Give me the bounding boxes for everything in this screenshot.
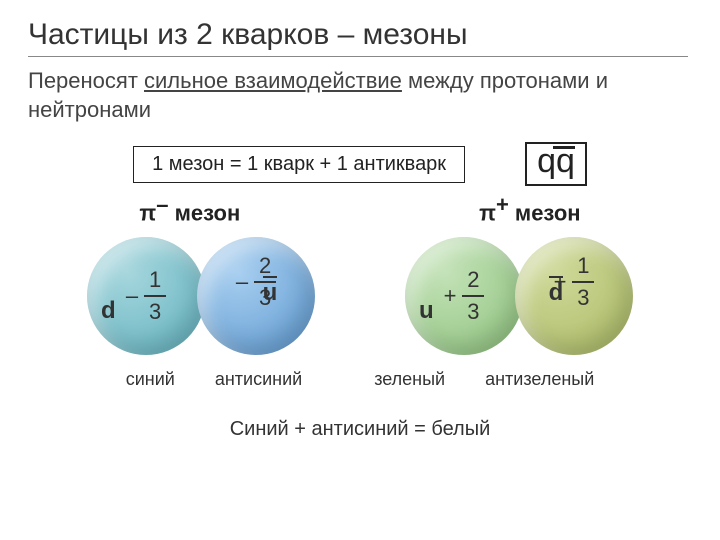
- pi-minus-pair: – 1 3 d – 2 3: [87, 237, 315, 355]
- subtitle-pre: Переносят: [28, 68, 144, 93]
- charge-den: 3: [467, 299, 479, 323]
- pi-plus-label: π+ мезон: [479, 192, 580, 226]
- meson-formula-box: 1 мезон = 1 кварк + 1 антикварк: [133, 146, 465, 183]
- charge-num: 1: [577, 255, 589, 279]
- pi-word: мезон: [509, 201, 581, 226]
- fraction-line-icon: [144, 295, 166, 297]
- color-labels-row: синий антисиний зеленый антизеленый: [0, 369, 720, 390]
- charge-num: 1: [149, 269, 161, 293]
- quark-d-circle: – 1 3 d: [87, 237, 205, 355]
- charge-sign: +: [444, 285, 457, 307]
- quark-circles-row: – 1 3 d – 2 3: [0, 237, 720, 355]
- charge-den: 3: [149, 299, 161, 323]
- pi-symbol: π: [479, 201, 496, 226]
- charge-sign: –: [236, 271, 248, 293]
- fraction-line-icon: [572, 281, 594, 283]
- pi-plus-pair: + 2 3 u + 1 3: [405, 237, 633, 355]
- pi-symbol: π: [139, 201, 156, 226]
- page-title: Частицы из 2 кварков – мезоны: [0, 0, 720, 56]
- color-antigreen: антизеленый: [485, 369, 594, 390]
- subtitle-underline: сильное взаимодействие: [144, 68, 402, 93]
- color-antiblue: антисиний: [215, 369, 302, 390]
- charge-sign: –: [126, 285, 138, 307]
- subtitle: Переносят сильное взаимодействие между п…: [0, 57, 720, 124]
- fraction-line-icon: [462, 295, 484, 297]
- minus-sign: –: [156, 192, 168, 217]
- pi-minus-label: π– мезон: [139, 192, 240, 226]
- color-blue: синий: [126, 369, 175, 390]
- antiquark-letter-d: d: [549, 279, 564, 307]
- color-green: зеленый: [374, 369, 445, 390]
- charge-fraction: – 1 3: [126, 269, 166, 323]
- quark-letter-d: d: [101, 297, 116, 325]
- antiquark-u-circle: – 2 3 u: [197, 237, 315, 355]
- color-group-left: синий антисиний: [126, 369, 302, 390]
- quark-letter-u: u: [419, 297, 434, 325]
- color-group-right: зеленый антизеленый: [374, 369, 594, 390]
- charge-num: 2: [467, 269, 479, 293]
- meson-labels-row: π– мезон π+ мезон: [0, 192, 720, 226]
- pi-word: мезон: [169, 201, 241, 226]
- color-equation: Синий + антисиний = белый: [0, 418, 720, 441]
- quark-u-circle: + 2 3 u: [405, 237, 523, 355]
- charge-den: 3: [577, 285, 589, 309]
- qq-box: qq: [525, 142, 587, 186]
- charge-fraction: + 2 3: [444, 269, 485, 323]
- antiquark-bar-icon: [553, 146, 575, 149]
- formula-row: 1 мезон = 1 кварк + 1 антикварк qq: [0, 142, 720, 186]
- antiquark-letter-u: u: [263, 279, 278, 307]
- antiquark-d-circle: + 1 3 d: [515, 237, 633, 355]
- plus-sign: +: [496, 192, 509, 217]
